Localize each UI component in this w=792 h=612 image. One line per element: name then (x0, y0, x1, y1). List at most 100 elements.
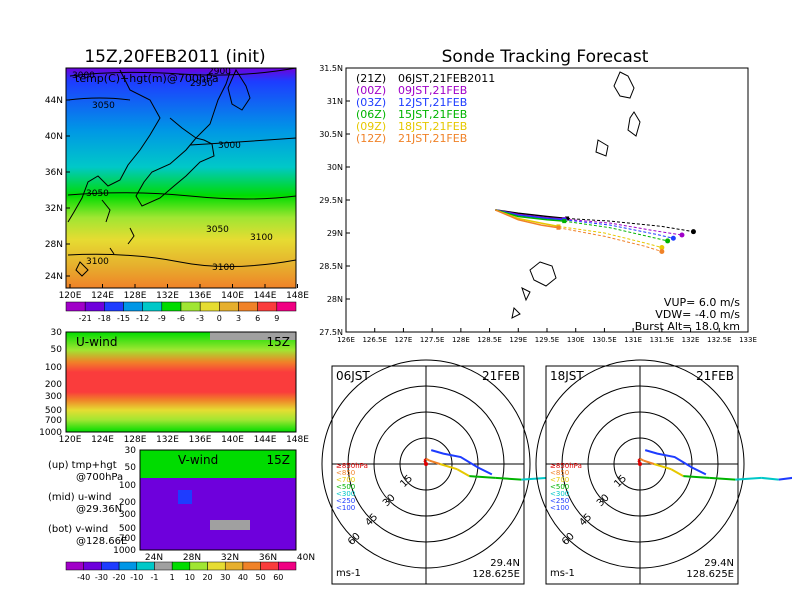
lat-tick-label: 29.5N (319, 196, 343, 205)
launch-time: 06JST,21FEB2011 (398, 72, 495, 85)
colorbar-swatch (123, 301, 143, 312)
colorbar-label: 40 (238, 573, 248, 582)
colorbar-swatch (65, 561, 84, 571)
landing-point (690, 229, 696, 235)
hodo-segment (637, 458, 641, 462)
hodo-date: 21FEB (482, 369, 520, 383)
map-field (66, 68, 296, 288)
temp-height-map: 3000 3050 2950 3000 3050 3050 3100 3100 … (45, 67, 309, 301)
pressure-tick-label: 300 (119, 510, 136, 520)
hodo-lat: 29.4N (490, 558, 520, 569)
hodo-lat: 29.4N (704, 558, 734, 569)
burst-text: Burst Alt= 18.0 km (635, 320, 740, 333)
colorbar-label: -20 (113, 573, 126, 582)
pressure-tick-label: 100 (45, 363, 62, 373)
colorbar-label: 6 (255, 314, 260, 323)
colorbar-swatch (136, 561, 155, 571)
lon-tick-label: 136E (189, 291, 212, 301)
u-wind-field (66, 332, 296, 432)
colorbar-swatch (180, 301, 201, 312)
pressure-label: ≥850hPa (336, 462, 368, 470)
v-wind-blob (178, 490, 192, 504)
v-wind-label: V-wind (178, 453, 218, 467)
hodo-segment (670, 468, 684, 478)
lon-tick-label: 126.5E (362, 336, 386, 344)
hodo-lon: 128.625E (472, 569, 520, 580)
hodo-segment (521, 476, 548, 481)
track-lat-axis: 31.5N 31N 30.5N 30N 29.5N 29N 28.5N 28N 27.5N (319, 64, 350, 337)
contour-label: 3000 (72, 71, 95, 81)
pressure-label: <100 (550, 504, 569, 512)
pressure-label: <700 (336, 476, 355, 484)
lon-tick-label: 129.5E (535, 336, 559, 344)
colorbar-label: 1 (170, 573, 175, 582)
lat-tick-label: 27.5N (319, 328, 343, 337)
lat-tick-label: 36N (259, 553, 277, 563)
pressure-label: <300 (550, 490, 569, 498)
landing-point (665, 238, 671, 244)
track-lines (495, 209, 696, 254)
u-lon-axis: 120E 124E 128E 132E 136E 140E 144E 148E (59, 435, 310, 445)
lat-tick-label: 40N (297, 553, 315, 563)
pressure-tick-label: 500 (119, 524, 136, 534)
temperature-colorbar: -21 -18 -15 -12 -9 -6 -3 0 3 6 9 (65, 301, 297, 323)
colorbar-swatch (118, 561, 138, 571)
lon-tick-label: 130.5E (592, 336, 616, 344)
launch-time: 18JST,21FEB (398, 120, 467, 133)
track-descent (564, 218, 683, 236)
pressure-tick-label: 50 (125, 463, 137, 473)
pressure-tick-label: 700 (119, 534, 136, 544)
lon-tick-label: 136E (189, 435, 212, 445)
pressure-tick-label: 700 (45, 416, 62, 426)
lat-tick-label: 30.5N (319, 130, 343, 139)
legend-bot: (bot) v-wind (48, 524, 108, 535)
hodograph-frame (545, 365, 739, 585)
colorbar-swatch (224, 561, 244, 571)
pressure-tick-label: 200 (119, 498, 136, 508)
colorbar-swatch (104, 301, 124, 312)
colorbar-label: 50 (256, 573, 266, 582)
colorbar-swatch (242, 561, 261, 571)
lon-tick-label: 120E (59, 435, 82, 445)
pressure-label: <300 (336, 490, 355, 498)
contour-labels: 3000 3050 2950 3000 3050 3050 3100 3100 … (72, 67, 273, 273)
landing-point (659, 245, 665, 251)
track-ascent (495, 209, 559, 229)
track-descent (558, 225, 662, 249)
hodo-segment (735, 476, 762, 481)
lon-tick-label: 129E (509, 336, 527, 344)
lon-tick-label: 144E (254, 291, 277, 301)
lon-tick-label: 128.5E (477, 336, 501, 344)
pressure-label: <250 (336, 497, 355, 505)
lon-tick-label: 124E (91, 435, 114, 445)
pressure-label: ≥850hPa (550, 462, 582, 470)
colorbar-swatch (161, 301, 182, 312)
hodo-time: 06JST (336, 369, 370, 383)
hodo-segment (423, 458, 427, 462)
launch-z: (06Z) (356, 108, 386, 121)
lat-tick-label: 29N (327, 229, 343, 238)
map-subtitle: temp(C)+hgt(m)@700hPa (75, 72, 219, 85)
colorbar-swatch (142, 301, 163, 312)
colorbar-label: 3 (236, 314, 241, 323)
lon-tick-label: 132E (682, 336, 700, 344)
island-outline (511, 71, 641, 319)
contour-label: 3000 (218, 141, 241, 151)
contour-label: 3050 (92, 101, 115, 111)
track-ascent (495, 209, 565, 222)
contour-lines (67, 67, 297, 268)
legend-mid2: @29.36N (76, 504, 122, 515)
v-wind-field (140, 478, 296, 550)
burst-point (562, 219, 567, 224)
lon-tick-label: 148E (286, 435, 309, 445)
colorbar-swatch (257, 301, 278, 312)
colorbar-swatch (238, 301, 258, 312)
contour-label: 3050 (86, 189, 109, 199)
burst-point (565, 216, 570, 221)
pressure-tick-label: 50 (51, 345, 63, 355)
lat-tick-label: 36N (45, 168, 63, 178)
colorbar-label: 20 (202, 573, 212, 582)
hodo-segment (439, 463, 458, 471)
